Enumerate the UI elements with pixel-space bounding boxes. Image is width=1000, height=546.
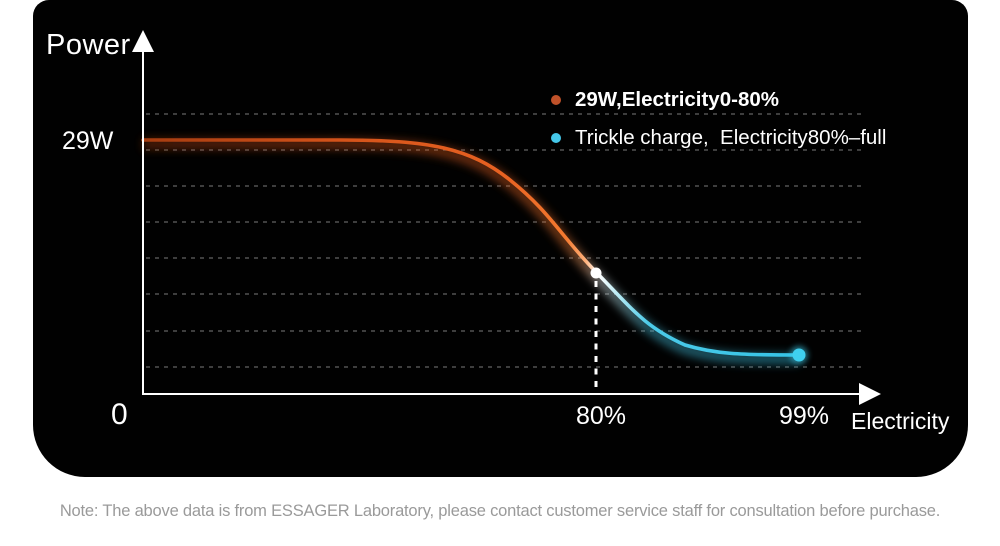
y-axis-title: Power: [46, 29, 131, 61]
x-tick-0: 0: [111, 398, 129, 431]
legend: 29W,Electricity0-80% Trickle charge, Ele…: [551, 88, 886, 150]
note-bar: Note: The above data is from ESSAGER Lab…: [0, 477, 1000, 546]
y-tick-29w: 29W: [62, 127, 114, 155]
legend-dot-cyan-icon: [551, 133, 561, 143]
legend-dot-orange-icon: [551, 95, 561, 105]
x-tick-80: 80%: [576, 402, 627, 430]
legend-label: Trickle charge, Electricity80%–full: [575, 126, 887, 149]
legend-item-trickle-charge: Trickle charge, Electricity80%–full: [551, 126, 886, 150]
x-axis-title: Electricity: [851, 408, 950, 434]
note-text: Note: The above data is from ESSAGER Lab…: [59, 502, 941, 520]
legend-item-fast-charge: 29W,Electricity0-80%: [551, 88, 886, 112]
legend-label: 29W,Electricity0-80%: [575, 88, 779, 111]
x-tick-99: 99%: [779, 402, 830, 430]
